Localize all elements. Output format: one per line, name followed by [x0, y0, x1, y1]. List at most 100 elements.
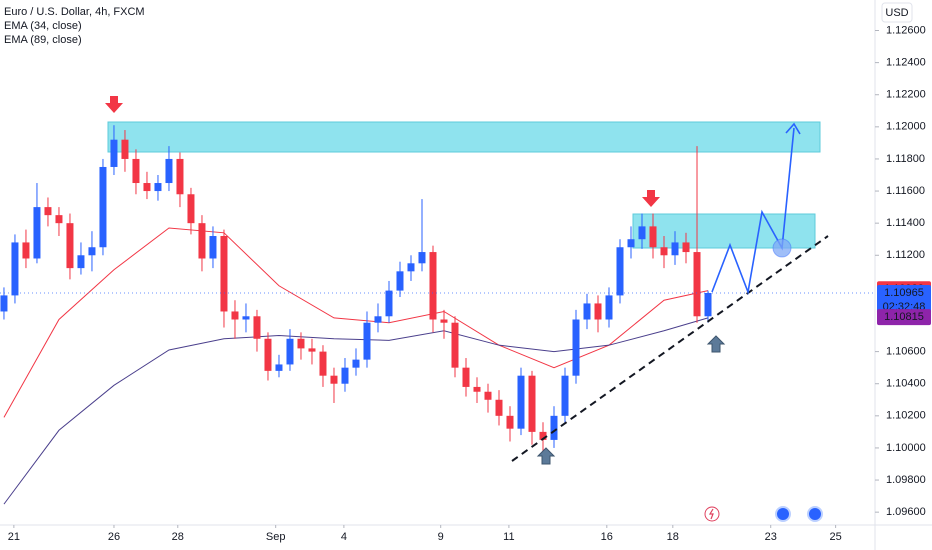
up-arrow	[706, 335, 726, 353]
candle-body	[77, 255, 85, 269]
x-tick-label: 4	[341, 531, 347, 543]
y-tick-label: 1.09600	[886, 506, 926, 518]
candle-body	[671, 242, 679, 256]
candle-body	[297, 338, 305, 349]
y-tick-label: 1.10600	[886, 346, 926, 358]
candle-body	[341, 367, 349, 384]
legend-entry: EMA (34, close)	[4, 20, 82, 32]
y-tick-label: 1.10200	[886, 410, 926, 422]
candle-body	[616, 247, 624, 296]
legend-entry: EMA (89, close)	[4, 34, 82, 46]
candle-body	[407, 263, 415, 272]
currency-label: USD	[885, 7, 908, 19]
y-tick-label: 1.10400	[886, 378, 926, 390]
candle-body	[143, 183, 151, 192]
candle-body	[693, 252, 701, 317]
candle-body	[198, 223, 206, 259]
candle-body	[440, 319, 448, 323]
y-tick-label: 1.09800	[886, 474, 926, 486]
candle-body	[572, 319, 580, 376]
down-arrow	[105, 96, 123, 113]
candle-body	[462, 367, 470, 387]
candle-body	[55, 215, 63, 224]
x-tick-label: 25	[829, 531, 841, 543]
x-tick-label: 28	[172, 531, 184, 543]
candle-body	[154, 183, 162, 192]
candle-body	[627, 239, 635, 248]
candle-body	[165, 158, 173, 184]
projection-arrowhead	[785, 122, 801, 135]
candle-body	[682, 242, 690, 253]
candle-body	[319, 351, 327, 376]
projection-path	[711, 127, 795, 295]
candle-body	[330, 375, 338, 384]
candle-body	[264, 338, 272, 371]
event-icon-glyph	[708, 508, 714, 520]
price-tag-label: 1.10815	[884, 311, 924, 323]
candle-body	[539, 431, 547, 440]
candle-body	[429, 252, 437, 320]
candle-body	[605, 295, 613, 320]
y-tick-label: 1.11800	[886, 153, 925, 165]
x-tick-label: Sep	[266, 531, 286, 543]
candle-body	[0, 295, 8, 312]
candle-body	[22, 242, 30, 259]
candle-body	[220, 236, 228, 312]
candle-body	[495, 399, 503, 416]
candle-body	[594, 303, 602, 320]
supply-zone	[107, 121, 821, 153]
candle-body	[561, 375, 569, 416]
target-circle	[772, 238, 792, 258]
ema-line	[3, 317, 709, 505]
candle-body	[110, 139, 118, 167]
candle-body	[583, 303, 591, 320]
trendline	[511, 235, 829, 462]
candle-body	[242, 316, 250, 320]
candle-body	[66, 223, 74, 269]
event-icon[interactable]	[775, 506, 791, 522]
y-tick-label: 1.12400	[886, 57, 926, 69]
candle-body	[11, 242, 19, 296]
price-tag	[877, 285, 931, 316]
candle-body	[352, 359, 360, 368]
ema-line	[3, 227, 709, 418]
candle-body	[506, 415, 514, 429]
x-tick-label: 21	[8, 531, 20, 543]
candle-body	[374, 316, 382, 323]
candle-body	[44, 207, 52, 216]
y-tick-label: 1.12000	[886, 121, 926, 133]
candle-body	[660, 247, 668, 256]
up-arrow	[536, 447, 556, 465]
y-tick-label: 1.11400	[886, 217, 925, 229]
candle-body	[363, 322, 371, 360]
candle-body	[88, 247, 96, 256]
candle-body	[286, 338, 294, 365]
y-tick-label: 1.12600	[886, 24, 926, 36]
candle-body	[231, 311, 239, 320]
candle-body	[528, 375, 536, 432]
candle-body	[275, 364, 283, 371]
candle-body	[33, 207, 41, 259]
candle-body	[473, 386, 481, 392]
price-tag-label: 1.10965	[884, 287, 924, 299]
candle-body	[649, 226, 657, 248]
candle-body	[385, 290, 393, 317]
y-tick-label: 1.10000	[886, 442, 926, 454]
candle-body	[484, 391, 492, 400]
event-icon[interactable]	[807, 506, 823, 522]
marks	[0, 125, 875, 505]
y-tick-label: 1.12200	[886, 89, 926, 101]
currency-box[interactable]	[881, 2, 913, 23]
y-tick-label: 1.11600	[886, 185, 925, 197]
x-tick-label: 23	[765, 531, 777, 543]
candle-body	[187, 194, 195, 224]
candle-body	[99, 166, 107, 248]
candle-body	[517, 375, 525, 429]
x-tick-label: 26	[108, 531, 120, 543]
candle-body	[209, 236, 217, 259]
candle-body	[176, 158, 184, 195]
down-arrow	[642, 190, 660, 207]
